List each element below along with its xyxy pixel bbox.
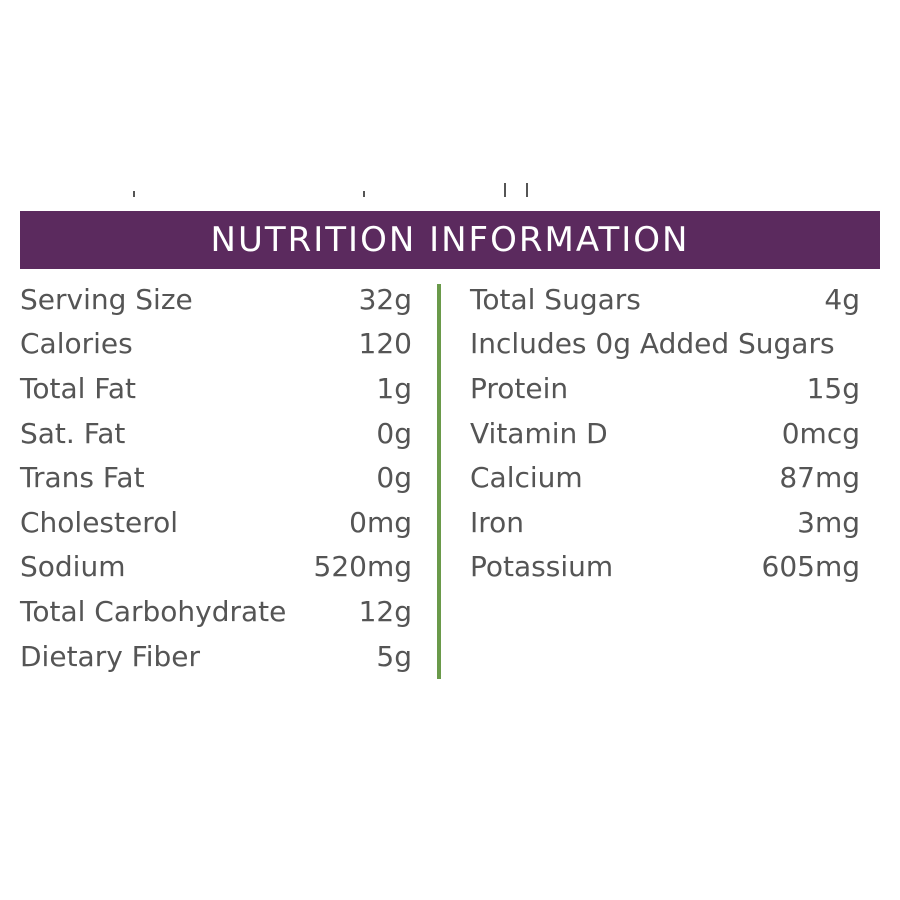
nutrient-row-sodium: Sodium 520mg: [20, 545, 412, 590]
nutrient-value: 4g: [824, 282, 860, 316]
nutrient-row-added-sugars: Includes 0g Added Sugars: [470, 322, 860, 367]
nutrient-value: 0mg: [349, 505, 412, 539]
nutrient-row-dietary-fiber: Dietary Fiber 5g: [20, 634, 412, 679]
nutrient-label: Total Carbohydrate: [20, 594, 287, 628]
nutrient-label: Total Sugars: [470, 282, 641, 316]
nutrient-row-cholesterol: Cholesterol 0mg: [20, 500, 412, 545]
nutrient-value: 5g: [376, 639, 412, 673]
nutrient-row-potassium: Potassium 605mg: [470, 545, 860, 590]
nutrient-row-total-sugars: Total Sugars 4g: [470, 277, 860, 322]
nutrient-row-trans-fat: Trans Fat 0g: [20, 455, 412, 500]
nutrient-value: 605mg: [761, 550, 861, 584]
nutrient-label: Protein: [470, 371, 569, 405]
nutrient-value: 0g: [376, 416, 412, 450]
nutrient-label: Serving Size: [20, 282, 193, 316]
nutrient-label: Calories: [20, 327, 133, 361]
nutrient-label: Vitamin D: [470, 416, 608, 450]
nutrition-title: NUTRITION INFORMATION: [210, 220, 690, 260]
nutrient-value: 32g: [358, 282, 412, 316]
nutrient-row-total-carbohydrate: Total Carbohydrate 12g: [20, 589, 412, 634]
nutrient-label: Cholesterol: [20, 505, 179, 539]
nutrient-row-iron: Iron 3mg: [470, 500, 860, 545]
nutrient-value: 1g: [376, 371, 412, 405]
nutrient-label: Includes 0g Added Sugars: [470, 327, 835, 361]
nutrient-value: 12g: [358, 594, 412, 628]
nutrient-value: 120: [358, 327, 412, 361]
nutrient-label: Sodium: [20, 550, 126, 584]
nutrient-value: 3mg: [797, 505, 860, 539]
nutrient-label: Iron: [470, 505, 525, 539]
nutrient-row-vitamin-d: Vitamin D 0mcg: [470, 411, 860, 456]
nutrition-left-column: Serving Size 32g Calories 120 Total Fat …: [20, 277, 412, 678]
nutrient-label: Dietary Fiber: [20, 639, 201, 673]
nutrient-label: Potassium: [470, 550, 614, 584]
nutrient-row-calcium: Calcium 87mg: [470, 455, 860, 500]
nutrient-value: 0mcg: [781, 416, 860, 450]
column-divider: [437, 284, 441, 679]
nutrient-row-total-fat: Total Fat 1g: [20, 366, 412, 411]
nutrient-row-sat-fat: Sat. Fat 0g: [20, 411, 412, 456]
nutrient-value: 87mg: [779, 461, 860, 495]
nutrient-row-protein: Protein 15g: [470, 366, 860, 411]
nutrient-label: Total Fat: [20, 371, 136, 405]
nutrient-label: Trans Fat: [20, 461, 145, 495]
nutrient-row-serving-size: Serving Size 32g: [20, 277, 412, 322]
nutrient-row-calories: Calories 120: [20, 322, 412, 367]
nutrient-value: 15g: [806, 371, 860, 405]
cropped-text-remnants: [20, 183, 880, 197]
nutrient-label: Calcium: [470, 461, 583, 495]
nutrient-value: 520mg: [313, 550, 413, 584]
nutrient-label: Sat. Fat: [20, 416, 126, 450]
nutrient-value: 0g: [376, 461, 412, 495]
nutrition-header-bar: NUTRITION INFORMATION: [20, 211, 880, 269]
nutrition-right-column: Total Sugars 4g Includes 0g Added Sugars…: [470, 277, 860, 589]
